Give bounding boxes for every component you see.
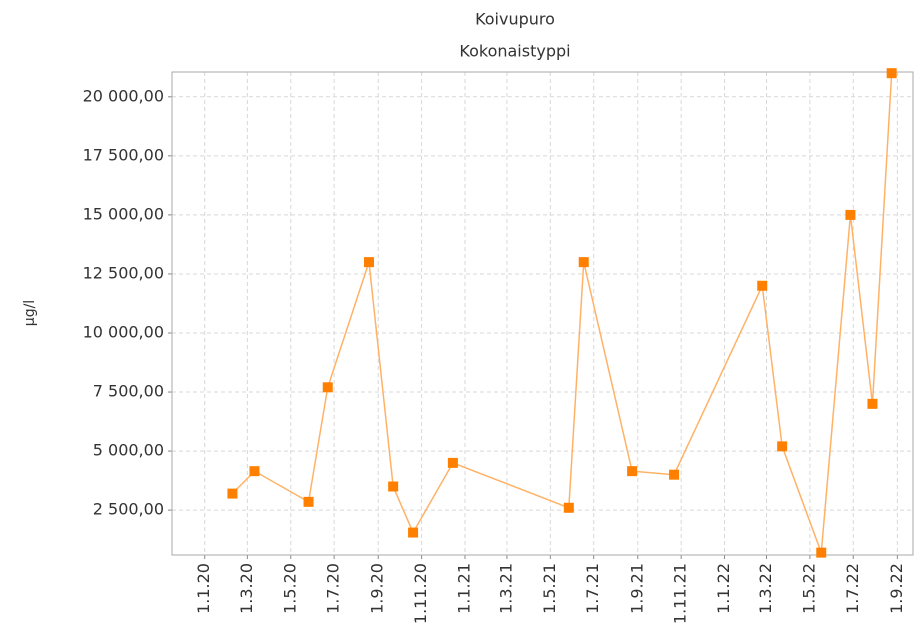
x-tick-label: 1.3.20 bbox=[237, 563, 256, 614]
x-tick-label: 1.7.21 bbox=[583, 563, 602, 614]
y-tick-label: 10 000,00 bbox=[83, 322, 164, 341]
y-tick-label: 15 000,00 bbox=[83, 204, 164, 223]
x-tick-label: 1.7.20 bbox=[324, 563, 343, 614]
data-point bbox=[322, 382, 333, 393]
x-tick-label: 1.5.20 bbox=[280, 563, 299, 614]
x-tick-label: 1.9.20 bbox=[368, 563, 387, 614]
x-tick-label: 1.7.22 bbox=[843, 563, 862, 614]
data-point bbox=[249, 466, 260, 477]
data-point bbox=[757, 280, 768, 291]
data-point bbox=[363, 257, 374, 268]
chart-title: Koivupuro bbox=[475, 10, 555, 29]
x-tick-label: 1.3.22 bbox=[756, 563, 775, 614]
data-point bbox=[388, 481, 399, 492]
plot-frame bbox=[171, 71, 914, 556]
x-tick-label: 1.3.21 bbox=[496, 563, 515, 614]
y-tick-label: 17 500,00 bbox=[83, 145, 164, 164]
data-point bbox=[578, 257, 589, 268]
x-tick-label: 1.5.22 bbox=[799, 563, 818, 614]
y-tick-label: 2 500,00 bbox=[93, 500, 164, 519]
x-tick-label: 1.5.21 bbox=[540, 563, 559, 614]
y-axis-label: µg/l bbox=[22, 300, 38, 326]
data-point bbox=[816, 547, 827, 558]
data-point bbox=[777, 441, 788, 452]
x-tick-label: 1.1.20 bbox=[194, 563, 213, 614]
data-point bbox=[563, 502, 574, 513]
series-line bbox=[231, 73, 893, 553]
data-point bbox=[886, 68, 897, 79]
x-tick-label: 1.11.21 bbox=[671, 563, 690, 624]
data-point bbox=[669, 469, 680, 480]
x-tick-label: 1.1.22 bbox=[714, 563, 733, 614]
data-point bbox=[867, 398, 878, 409]
x-tick-label: 1.9.21 bbox=[627, 563, 646, 614]
y-tick-label: 5 000,00 bbox=[93, 441, 164, 460]
x-tick-label: 1.9.22 bbox=[887, 563, 906, 614]
data-point bbox=[845, 209, 856, 220]
x-tick-label: 1.1.21 bbox=[454, 563, 473, 614]
x-tick-label: 1.11.20 bbox=[411, 563, 430, 624]
chart-subtitle: Kokonaistyppi bbox=[459, 42, 570, 61]
data-point bbox=[447, 457, 458, 468]
y-tick-label: 20 000,00 bbox=[83, 86, 164, 105]
data-point bbox=[408, 527, 419, 538]
data-point bbox=[303, 496, 314, 507]
data-point bbox=[627, 466, 638, 477]
y-tick-label: 7 500,00 bbox=[93, 382, 164, 401]
y-tick-label: 12 500,00 bbox=[83, 263, 164, 282]
data-point bbox=[227, 488, 238, 499]
